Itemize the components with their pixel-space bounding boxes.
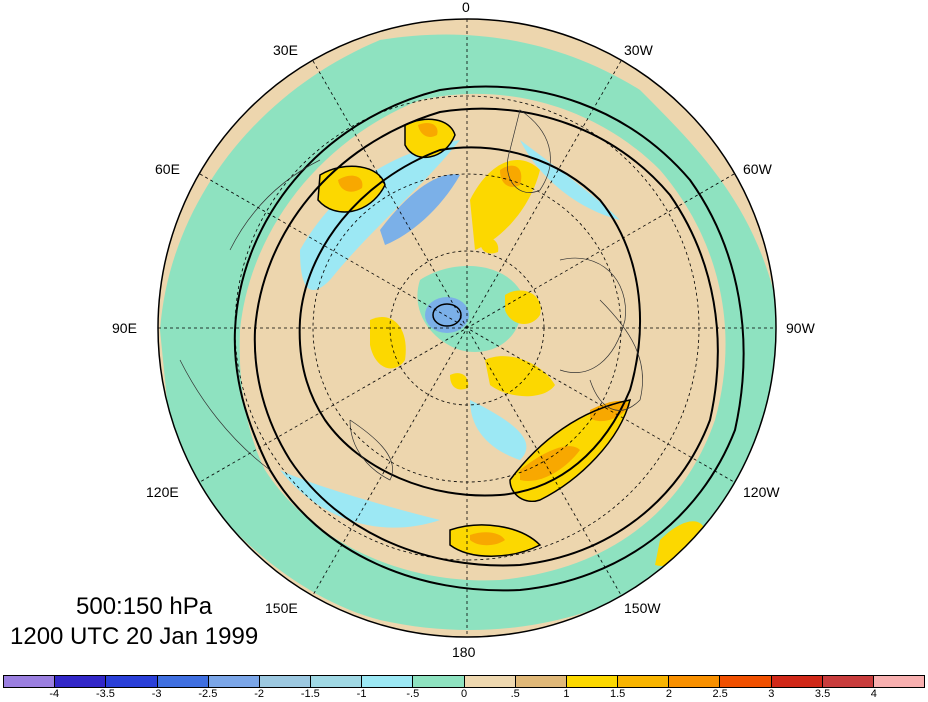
coastlines [179,109,643,481]
field-cyan-south [470,400,527,460]
lon-label-90w: 90W [786,320,816,336]
colorbar-swatch [822,676,874,687]
colorbar-swatch [873,676,925,687]
colorbar-label: 3.5 [814,688,831,700]
colorbar-label: -3 [151,688,162,700]
field-orange-pacific [520,446,580,481]
field-orange-north [418,123,438,137]
lon-label-180: 180 [452,644,476,660]
field-orange-pacific2 [590,400,630,422]
colorbar-swatch [720,676,772,687]
contour-lines [233,85,745,592]
colorbar-label: 2.5 [712,688,728,700]
field-yellow-small [450,373,469,390]
field-cyan-pacific [520,140,620,220]
graticule [158,19,776,637]
field-yellow-canada [505,290,541,325]
title-time: 1200 UTC 20 Jan 1999 [10,623,259,650]
field-orange-south [470,532,505,546]
field-cyan-ring [280,470,440,528]
lon-label-30w: 30W [624,42,654,58]
colorbar-swatch [157,676,209,687]
field-blue-asia [380,174,460,245]
colorbar-swatch [4,676,56,687]
colorbar-label: -4 [49,688,60,700]
field-blue-low [425,297,469,333]
map-boundary [157,18,777,638]
field-yellow-north [405,119,455,158]
field-orange-atlantic [500,165,522,187]
title-level: 500:150 hPa [76,593,213,620]
colorbar-swatch [566,676,619,687]
colorbar-swatch [208,676,260,687]
field-yellow-arctic [485,356,555,397]
lon-label-30e: 30E [273,42,298,58]
colorbar-label: -2.5 [198,688,218,700]
colorbar-swatch [771,676,823,687]
lon-label-120w: 120W [743,484,780,500]
colorbar-label: 2 [665,688,672,700]
colorbar-swatch [259,676,312,687]
colorbar-label: 1 [563,688,570,700]
colorbar-swatch [55,676,107,687]
lon-label-90e: 90E [112,320,137,336]
lon-label-150e: 150E [265,600,298,616]
lon-label-0: 0 [462,0,470,15]
colorbar [3,675,925,688]
field-yellow-small2 [480,238,499,254]
field-cyan-asia [300,140,460,290]
colorbar-label: 0 [460,688,468,700]
colorbar-label: -.5 [406,688,420,700]
colorbar-label: .5 [510,688,520,700]
colorbar-label: 1.5 [610,688,626,700]
colorbar-swatch [515,676,567,687]
colorbar-label: -1 [356,688,367,700]
colorbar-swatch [464,676,516,687]
lon-label-120e: 120E [146,484,179,500]
lon-label-60e: 60E [155,161,180,177]
colorbar-swatch [669,676,721,687]
colorbar-label: -3.5 [95,688,115,700]
lon-label-60w: 60W [743,161,773,177]
colorbar-swatch [311,676,363,687]
colorbar-labels: -4 -3.5 -3 -2.5 -2 -1.5 -1 -.5 0 .5 1 1.5 2 2.5 3 3.5 4 [0,688,928,702]
colorbar-swatch [413,676,465,687]
colorbar-swatch [106,676,158,687]
colorbar-swatch [362,676,414,687]
field-orange-europe [338,175,363,192]
colorbar-label: -1.5 [300,688,320,700]
contour-anomaly [317,118,632,557]
lon-label-150w: 150W [624,600,661,616]
field-yellow-atlantic [470,160,540,250]
map-field [158,19,776,637]
colorbar-swatch [618,676,670,687]
colorbar-label: 3 [768,688,775,700]
colorbar-label: 4 [870,688,877,700]
field-yellow-asia [370,316,406,369]
field-yellow-edge [655,521,705,566]
colorbar-label: -2 [254,688,264,700]
